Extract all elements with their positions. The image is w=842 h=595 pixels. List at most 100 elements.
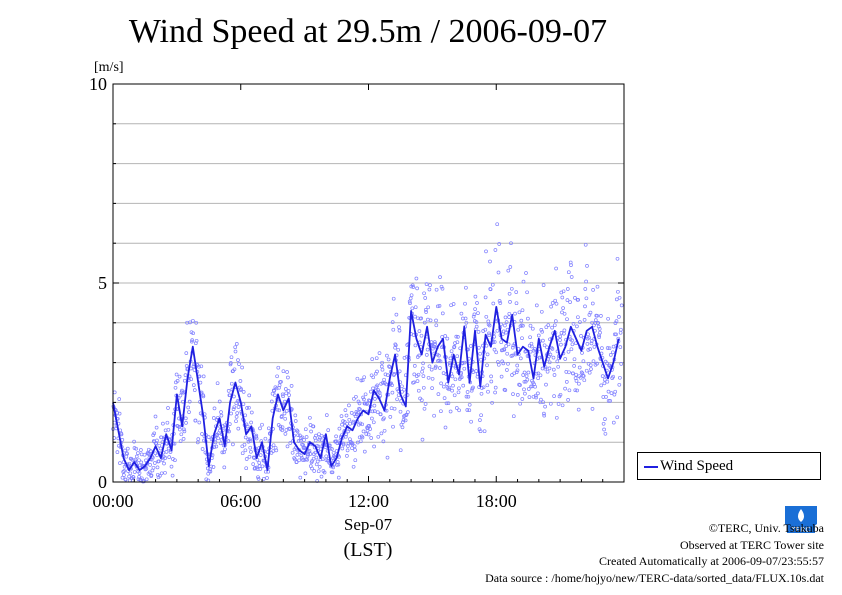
raw-point	[618, 330, 623, 335]
raw-point	[378, 393, 383, 398]
raw-point	[453, 377, 458, 382]
raw-point	[200, 432, 204, 436]
raw-point	[219, 410, 223, 414]
raw-point	[569, 263, 573, 267]
raw-point	[603, 417, 607, 421]
raw-point	[608, 399, 612, 403]
raw-point	[541, 400, 546, 405]
raw-point	[427, 287, 432, 292]
raw-point	[274, 386, 279, 391]
raw-point	[346, 444, 350, 448]
raw-point	[191, 331, 195, 336]
raw-point	[240, 365, 244, 370]
raw-point	[543, 404, 547, 409]
raw-point	[483, 295, 488, 300]
raw-point	[358, 439, 363, 444]
raw-point	[600, 346, 604, 350]
raw-point	[215, 381, 220, 386]
raw-point	[334, 439, 339, 444]
raw-point	[448, 409, 453, 414]
raw-point	[490, 400, 494, 405]
raw-point	[280, 392, 285, 397]
raw-point	[195, 440, 200, 445]
y-axis-label: [m/s]	[94, 60, 124, 75]
raw-point	[123, 477, 128, 482]
raw-point	[158, 473, 162, 478]
raw-point	[463, 316, 468, 321]
raw-point	[296, 439, 301, 443]
raw-point	[129, 456, 134, 461]
y-tick-label: 10	[89, 74, 107, 94]
x-tick-label: 00:00	[92, 491, 133, 511]
raw-point	[391, 327, 396, 332]
raw-point	[564, 380, 569, 384]
raw-point	[412, 380, 416, 385]
raw-point	[218, 441, 223, 446]
raw-point	[117, 411, 122, 416]
raw-point	[568, 300, 572, 304]
raw-point	[235, 399, 240, 403]
raw-point	[563, 357, 568, 361]
raw-point	[511, 414, 516, 419]
raw-point	[222, 465, 227, 470]
raw-point	[589, 339, 594, 343]
raw-point	[463, 301, 467, 306]
raw-point	[507, 291, 512, 296]
raw-point	[438, 366, 442, 370]
raw-point	[358, 421, 363, 426]
raw-point	[588, 363, 593, 368]
raw-point	[368, 427, 373, 431]
raw-point	[440, 286, 445, 291]
raw-point	[606, 399, 611, 403]
raw-point	[128, 471, 133, 476]
raw-point	[184, 351, 189, 355]
raw-point	[372, 403, 377, 408]
raw-point	[336, 462, 341, 467]
raw-point	[438, 275, 442, 279]
raw-point	[536, 333, 541, 338]
raw-point	[454, 406, 459, 410]
raw-point	[151, 465, 156, 470]
raw-point	[521, 323, 525, 328]
raw-point	[528, 323, 533, 328]
raw-point	[493, 248, 498, 252]
raw-point	[122, 473, 126, 477]
raw-point	[245, 424, 250, 429]
raw-point	[484, 249, 488, 254]
raw-point	[261, 477, 266, 481]
raw-point	[266, 426, 271, 431]
raw-point	[372, 409, 377, 413]
raw-point	[504, 344, 509, 348]
raw-point	[182, 378, 187, 383]
raw-point	[526, 316, 530, 321]
raw-point	[508, 300, 512, 304]
raw-point	[360, 422, 365, 427]
raw-point	[256, 475, 260, 480]
raw-point	[584, 279, 588, 284]
raw-point	[413, 343, 418, 348]
raw-point	[555, 359, 560, 364]
raw-point	[565, 287, 570, 291]
raw-point	[544, 325, 549, 330]
raw-point	[615, 415, 620, 420]
raw-point	[302, 438, 306, 442]
raw-point	[247, 393, 252, 398]
raw-point	[439, 381, 443, 386]
raw-point	[293, 457, 297, 462]
raw-point	[410, 306, 415, 311]
raw-point	[587, 335, 591, 340]
raw-point	[552, 394, 556, 398]
raw-point	[397, 325, 401, 330]
raw-point	[591, 288, 595, 292]
raw-point	[376, 388, 380, 392]
raw-point	[120, 438, 125, 442]
raw-point	[576, 407, 581, 412]
raw-point	[117, 397, 122, 401]
raw-point	[148, 463, 152, 467]
raw-point	[144, 466, 149, 471]
raw-point	[175, 379, 180, 383]
raw-point	[222, 423, 227, 428]
raw-point	[506, 342, 511, 347]
raw-point	[457, 408, 461, 413]
raw-point	[548, 352, 553, 357]
